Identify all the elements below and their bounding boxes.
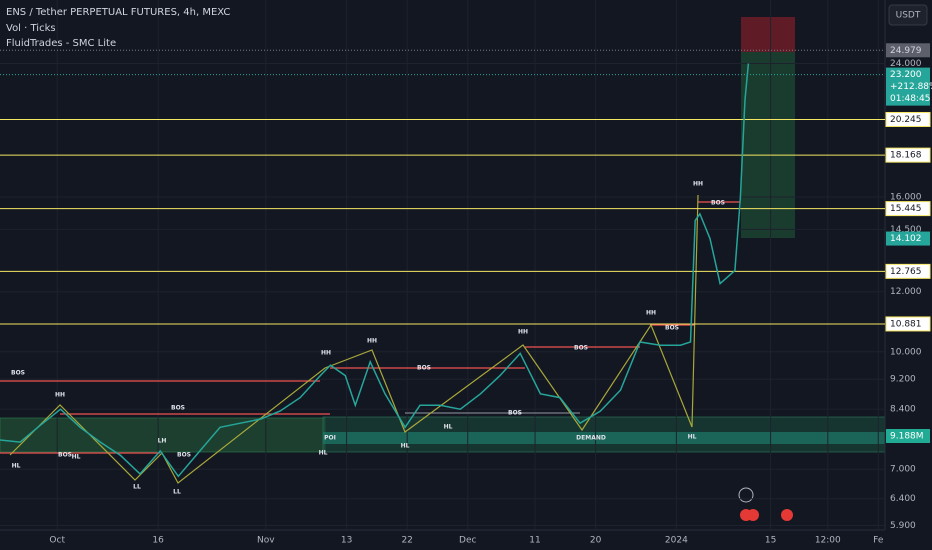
annotation: BOS (171, 405, 185, 412)
lightning-icon[interactable] (738, 487, 754, 503)
annotation: HL (688, 434, 697, 441)
annotation: BOS (574, 345, 588, 352)
last-change: +212.88% (890, 82, 932, 92)
x-tick-label: 22 (401, 536, 412, 546)
annotation: DEMAND (576, 435, 606, 442)
last-tag: 23.200 (890, 70, 922, 80)
x-tick-label: 16 (152, 536, 164, 546)
last-countdown: 01:48:45 (890, 94, 930, 104)
x-tick-label: 15 (765, 536, 776, 546)
last-tag-bg (886, 67, 930, 106)
level-tag: 15.445 (890, 204, 922, 214)
x-tick-label: Dec (459, 536, 476, 546)
high-tag-bg (886, 43, 930, 58)
x-tick-label: Fe (873, 536, 884, 546)
annotation: BOS (177, 452, 191, 459)
y-tick-label: 7.000 (890, 465, 916, 475)
annotation: BOS (711, 200, 725, 207)
level-tag-bg (885, 263, 931, 279)
annotation: BOS (665, 325, 679, 332)
layout (0, 0, 928, 531)
x-tick-label: 2024 (665, 536, 688, 546)
annotation: HH (693, 181, 703, 188)
level-tag-bg (885, 147, 931, 163)
annotation: BOS (11, 370, 25, 377)
annotation: HL (12, 463, 21, 470)
level-tag-bg (885, 201, 931, 217)
y-tick-label: 12.000 (890, 287, 922, 297)
y-tick-label: 8.400 (890, 405, 916, 415)
x-tick-label: Nov (257, 536, 275, 546)
annotation: LH (158, 438, 167, 445)
y-tick-label: 10.000 (890, 347, 922, 357)
annotation: HL (72, 454, 81, 461)
chart-title: ENS / Tether PERPETUAL FUTURES, 4h, MEXC (6, 7, 230, 18)
indicator-label: FluidTrades - SMC Lite (6, 38, 116, 49)
y-tick-label: 9.200 (890, 375, 916, 385)
annotation: BOS (417, 365, 431, 372)
level-tag: 12.765 (890, 267, 922, 277)
y-tick-label: 14.500 (890, 225, 922, 235)
annotation: BOS (58, 452, 72, 459)
y-tick-label: 16.000 (890, 192, 922, 202)
annotation: HH (367, 338, 377, 345)
low-tag: 14.102 (890, 234, 922, 244)
y-tick-label: 5.900 (890, 521, 916, 531)
level-tag-bg (885, 316, 931, 332)
level-tag: 10.881 (890, 319, 922, 329)
currency-label: USDT (896, 11, 921, 21)
volume-tag-bg (886, 429, 930, 443)
high-tag: 24.979 (890, 46, 922, 56)
low-tag-bg (886, 231, 930, 246)
poi-band (323, 432, 885, 444)
annotation: HL (401, 443, 410, 450)
x-tick-label: 13 (341, 536, 352, 546)
target-box (741, 52, 795, 238)
annotation: BOS (508, 410, 522, 417)
y-tick-label: 6.400 (890, 494, 916, 504)
demand-zone (0, 417, 326, 453)
annotation: HH (518, 329, 528, 336)
stop-box (741, 17, 795, 52)
annotation: LL (173, 489, 181, 496)
x-tick-label: 11 (529, 536, 540, 546)
level-tag: 18.168 (890, 151, 922, 161)
annotation: HH (55, 392, 65, 399)
annotation: HL (444, 424, 453, 431)
volume-tag: 9.188M (890, 432, 924, 442)
annotation: LL (133, 484, 141, 491)
annotation: HL (319, 450, 328, 457)
zigzag (9, 194, 699, 484)
y-tick-label: 24.000 (890, 59, 922, 69)
level-tag-bg (885, 111, 931, 127)
event-icon[interactable] (747, 509, 759, 521)
event-icon[interactable] (781, 509, 793, 521)
annotation: POI (324, 435, 336, 442)
annotation: HH (646, 310, 656, 317)
x-tick-label: Oct (49, 536, 65, 546)
x-tick-label: 12:00 (815, 536, 841, 546)
annotation: HH (321, 350, 331, 357)
indicator-label: Vol · Ticks (6, 23, 56, 34)
level-tag: 20.245 (890, 115, 922, 125)
currency-button[interactable] (888, 4, 928, 26)
x-tick-label: 20 (590, 536, 602, 546)
price-line (0, 63, 750, 478)
